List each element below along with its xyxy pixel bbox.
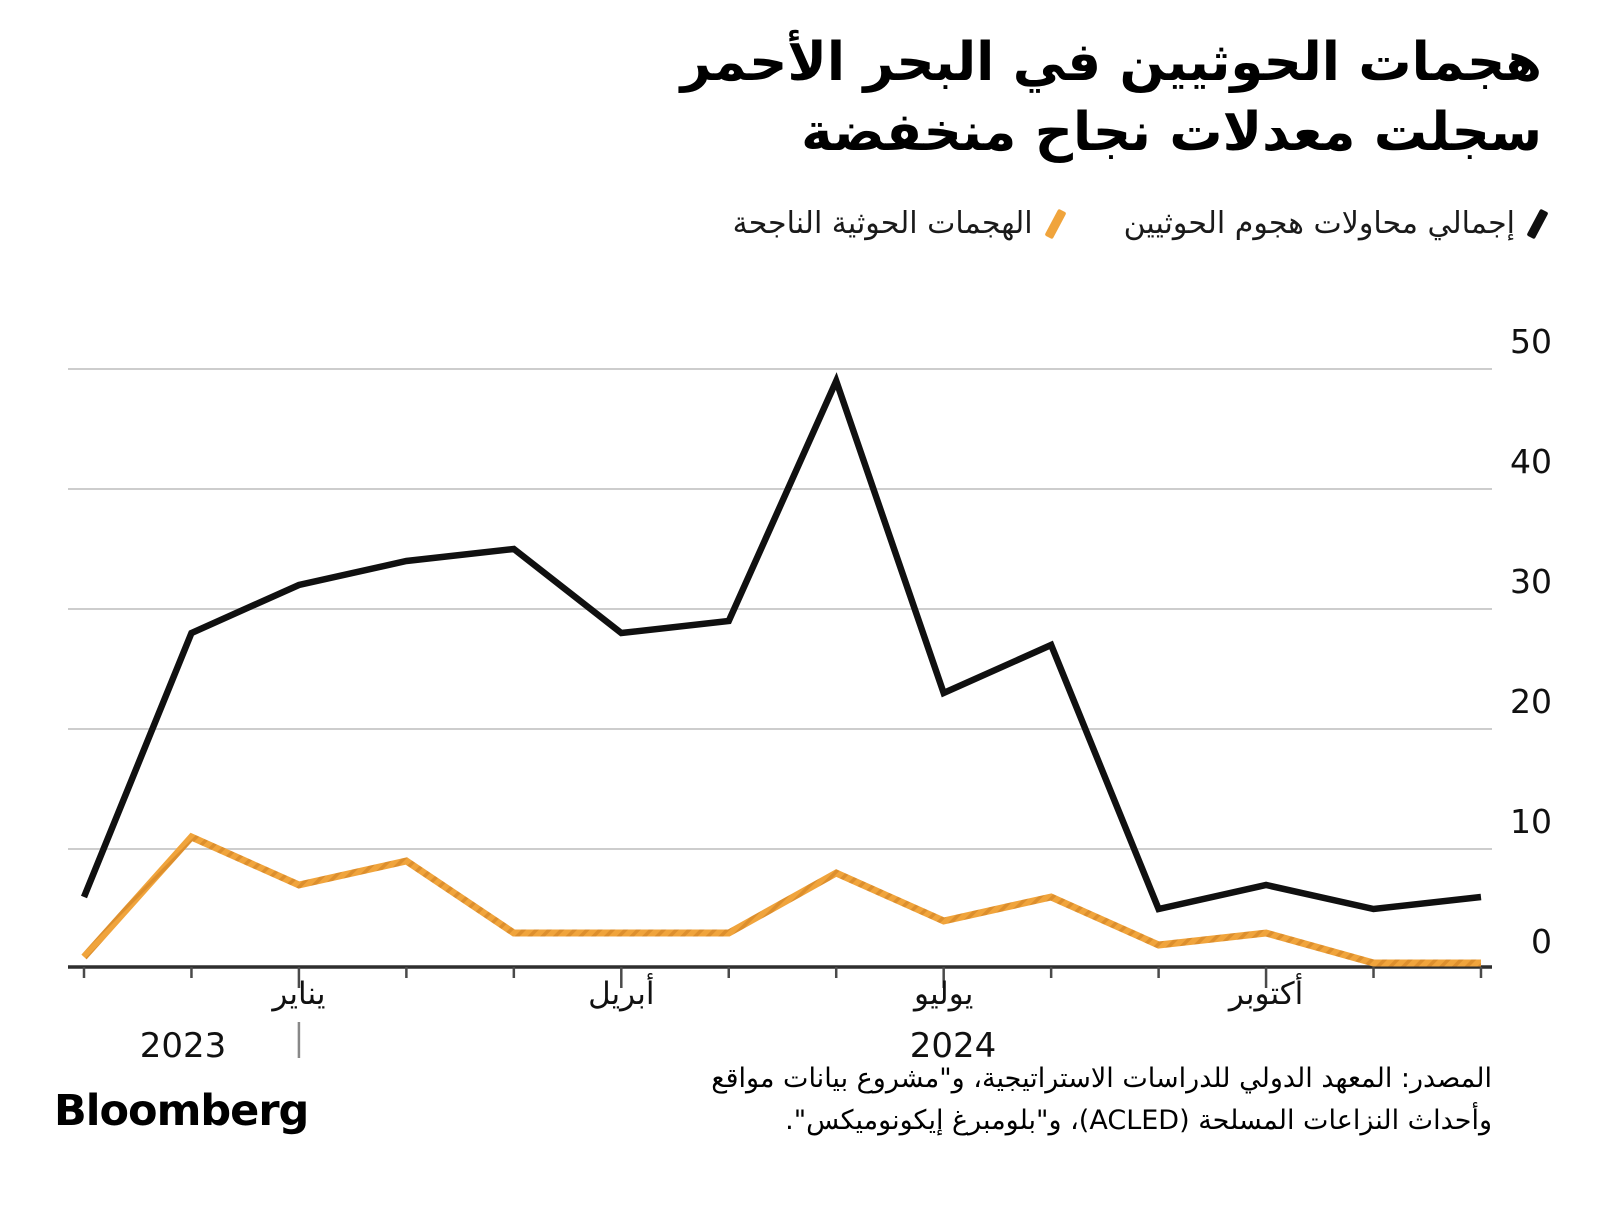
y-axis-label: 50 bbox=[1510, 322, 1552, 361]
y-axis-label: 0 bbox=[1531, 922, 1552, 961]
chart-legend: إجمالي محاولات هجوم الحوثيين الهجمات الحو… bbox=[732, 206, 1549, 241]
x-axis-month-label: يوليو bbox=[912, 976, 973, 1012]
y-axis-label: 40 bbox=[1510, 442, 1552, 481]
x-axis-month-label: أبريل bbox=[588, 973, 654, 1012]
legend-item-0: إجمالي محاولات هجوم الحوثيين bbox=[1123, 206, 1549, 241]
series-line-successful-attacks bbox=[81, 832, 1481, 967]
year-label: 2024 bbox=[910, 1026, 997, 1066]
series-line-total-attempts bbox=[80, 372, 1482, 913]
x-axis-month-label: يناير bbox=[270, 976, 325, 1012]
legend-item-1: الهجمات الحوثية الناجحة bbox=[732, 206, 1067, 241]
chart-title-line-1: هجمات الحوثيين في البحر الأحمر bbox=[680, 32, 1542, 93]
source-note-line-2: وأحداث النزاعات المسلحة (ACLED)، و"بلومب… bbox=[785, 1104, 1492, 1136]
x-axis-month-label: أكتوبر bbox=[1227, 973, 1303, 1012]
legend-label: إجمالي محاولات هجوم الحوثيين bbox=[1123, 206, 1515, 241]
y-axis-label: 30 bbox=[1510, 562, 1552, 601]
bloomberg-logo: Bloomberg bbox=[54, 1086, 309, 1136]
source-note-line-1: المصدر: المعهد الدولي للدراسات الاستراتي… bbox=[711, 1063, 1492, 1094]
y-axis-label: 10 bbox=[1510, 802, 1552, 841]
y-axis-label: 20 bbox=[1510, 682, 1552, 721]
legend-label: الهجمات الحوثية الناجحة bbox=[732, 206, 1033, 241]
year-label: 2023 bbox=[140, 1026, 227, 1066]
source-note: المصدر: المعهد الدولي للدراسات الاستراتي… bbox=[592, 1058, 1492, 1142]
chart-title-line-2: سجلت معدلات نجاح منخفضة bbox=[801, 101, 1542, 163]
chart-title: هجمات الحوثيين في البحر الأحمر سجلت معدل… bbox=[442, 28, 1542, 168]
